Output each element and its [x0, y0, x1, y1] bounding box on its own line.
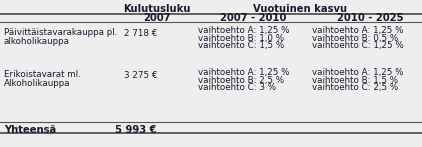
Text: 2007: 2007	[143, 13, 171, 23]
Text: 2 718 €: 2 718 €	[124, 30, 157, 39]
Text: vaihtoehto A: 1,25 %: vaihtoehto A: 1,25 %	[198, 26, 289, 35]
Text: Yhteensä: Yhteensä	[4, 125, 56, 135]
Text: 5 993 €: 5 993 €	[115, 125, 157, 135]
Text: vaihtoehto C: 1,5 %: vaihtoehto C: 1,5 %	[198, 41, 284, 50]
Text: alkoholikauppa: alkoholikauppa	[4, 37, 70, 46]
Text: vaihtoehto B: 1,0 %: vaihtoehto B: 1,0 %	[198, 34, 284, 42]
Text: vaihtoehto B: 1,5 %: vaihtoehto B: 1,5 %	[312, 76, 398, 85]
Text: vaihtoehto B: 0,5 %: vaihtoehto B: 0,5 %	[312, 34, 398, 42]
Text: vaihtoehto A: 1,25 %: vaihtoehto A: 1,25 %	[312, 68, 403, 77]
Text: vaihtoehto A: 1,25 %: vaihtoehto A: 1,25 %	[198, 68, 289, 77]
Text: Erikoistavarat ml.: Erikoistavarat ml.	[4, 70, 81, 79]
Text: Vuotuinen kasvu: Vuotuinen kasvu	[253, 4, 347, 14]
Text: vaihtoehto A: 1,25 %: vaihtoehto A: 1,25 %	[312, 26, 403, 35]
Text: Alkoholikauppa: Alkoholikauppa	[4, 79, 70, 88]
Text: Kulutusluku: Kulutusluku	[123, 4, 191, 14]
Text: 2007 - 2010: 2007 - 2010	[220, 13, 286, 23]
Text: vaihtoehto C: 3 %: vaihtoehto C: 3 %	[198, 83, 276, 92]
Text: vaihtoehto C: 1,25 %: vaihtoehto C: 1,25 %	[312, 41, 404, 50]
Text: vaihtoehto B: 2,5 %: vaihtoehto B: 2,5 %	[198, 76, 284, 85]
Text: Päivittäistavarakauppa pl.: Päivittäistavarakauppa pl.	[4, 28, 117, 37]
Text: vaihtoehto C: 2,5 %: vaihtoehto C: 2,5 %	[312, 83, 398, 92]
Text: 2010 - 2025: 2010 - 2025	[337, 13, 403, 23]
Text: 3 275 €: 3 275 €	[124, 71, 157, 81]
